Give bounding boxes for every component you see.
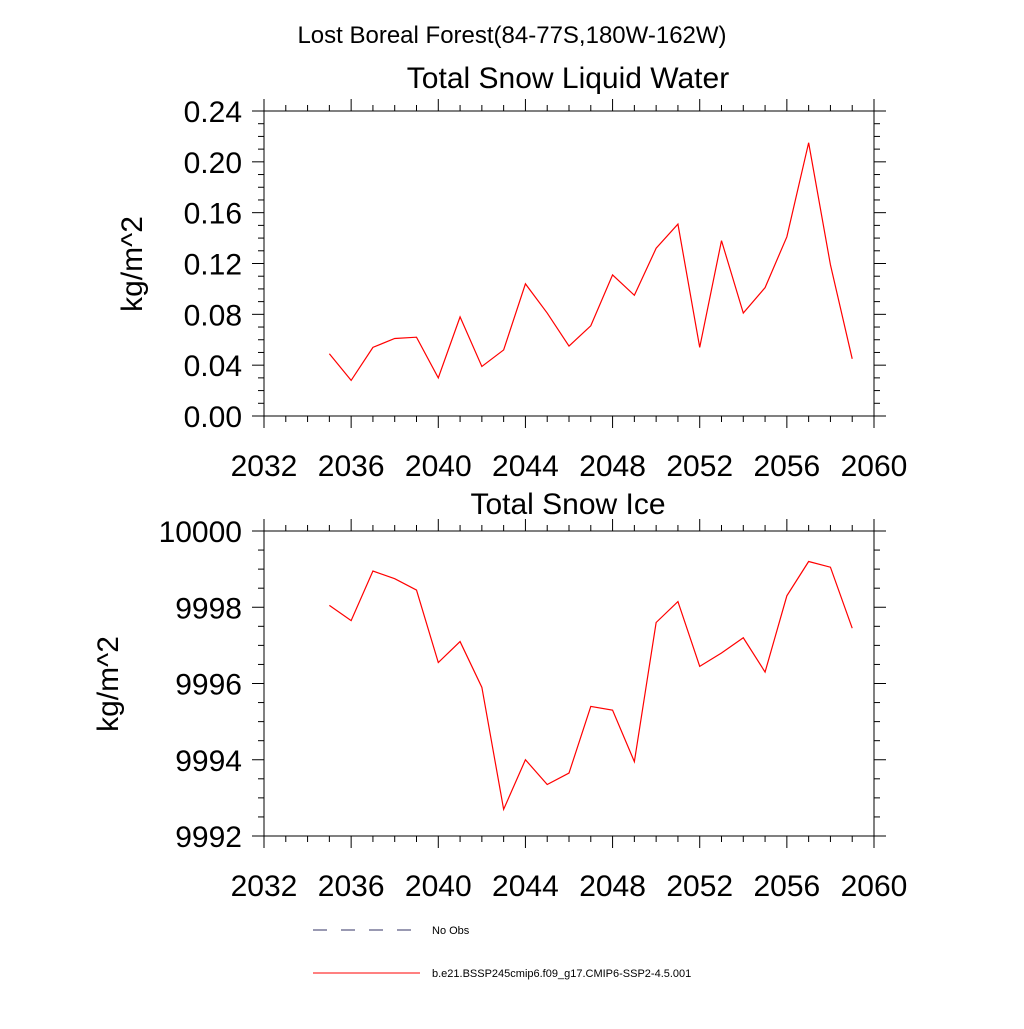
x-tick-label: 2040 <box>405 450 472 483</box>
x-tick-label: 2048 <box>579 870 646 903</box>
chart-title: Total Snow Ice <box>470 488 665 521</box>
y-tick-label: 9996 <box>175 669 242 702</box>
legend: No Obs b.e21.BSSP245cmip6.f09_g17.CMIP6-… <box>313 925 691 980</box>
legend-label-model-run: b.e21.BSSP245cmip6.f09_g17.CMIP6-SSP2-4.… <box>432 968 691 980</box>
plot-frame <box>263 530 875 837</box>
y-tick-label: 9994 <box>175 745 242 778</box>
series-line <box>329 560 853 812</box>
x-tick-label: 2036 <box>318 450 385 483</box>
x-tick-label: 2044 <box>492 870 559 903</box>
x-tick-label: 2048 <box>579 450 646 483</box>
y-axis-label: kg/m^2 <box>92 636 125 732</box>
x-tick-label: 2040 <box>405 870 472 903</box>
y-tick-label: 0.16 <box>184 198 242 231</box>
chart-panel-snow-liquid-water: Total Snow Liquid Water kg/m^2 2032 2036 2… <box>116 62 907 483</box>
x-tick-label: 2052 <box>666 450 733 483</box>
legend-label-no-obs: No Obs <box>432 925 470 937</box>
x-tick-label: 2032 <box>231 450 298 483</box>
y-tick-label: 9998 <box>175 592 242 625</box>
x-tick-label: 2060 <box>841 870 908 903</box>
chart-title: Total Snow Liquid Water <box>407 62 729 95</box>
y-tick-label: 0.20 <box>184 147 242 180</box>
series-line <box>328 142 853 382</box>
y-tick-label: 9992 <box>175 821 242 854</box>
y-tick-label: 0.12 <box>184 249 242 282</box>
y-tick-label: 10000 <box>159 516 242 549</box>
x-tick-label: 2036 <box>318 870 385 903</box>
x-tick-label: 2044 <box>492 450 559 483</box>
x-tick-label: 2056 <box>753 450 820 483</box>
y-tick-label: 0.08 <box>184 299 242 332</box>
x-tick-label: 2060 <box>841 450 908 483</box>
y-tick-label: 0.00 <box>184 401 242 434</box>
y-tick-label: 0.24 <box>184 96 242 129</box>
figure-title: Lost Boreal Forest(84-77S,180W-162W) <box>297 22 726 49</box>
plot-frame <box>263 110 875 417</box>
y-tick-label: 0.04 <box>184 350 242 383</box>
y-axis-label: kg/m^2 <box>116 216 149 312</box>
x-tick-label: 2032 <box>231 870 298 903</box>
x-tick-label: 2056 <box>753 870 820 903</box>
x-tick-label: 2052 <box>666 870 733 903</box>
chart-panel-snow-ice: Total Snow Ice kg/m^2 2032 2036 2040 2044 20… <box>92 488 907 903</box>
